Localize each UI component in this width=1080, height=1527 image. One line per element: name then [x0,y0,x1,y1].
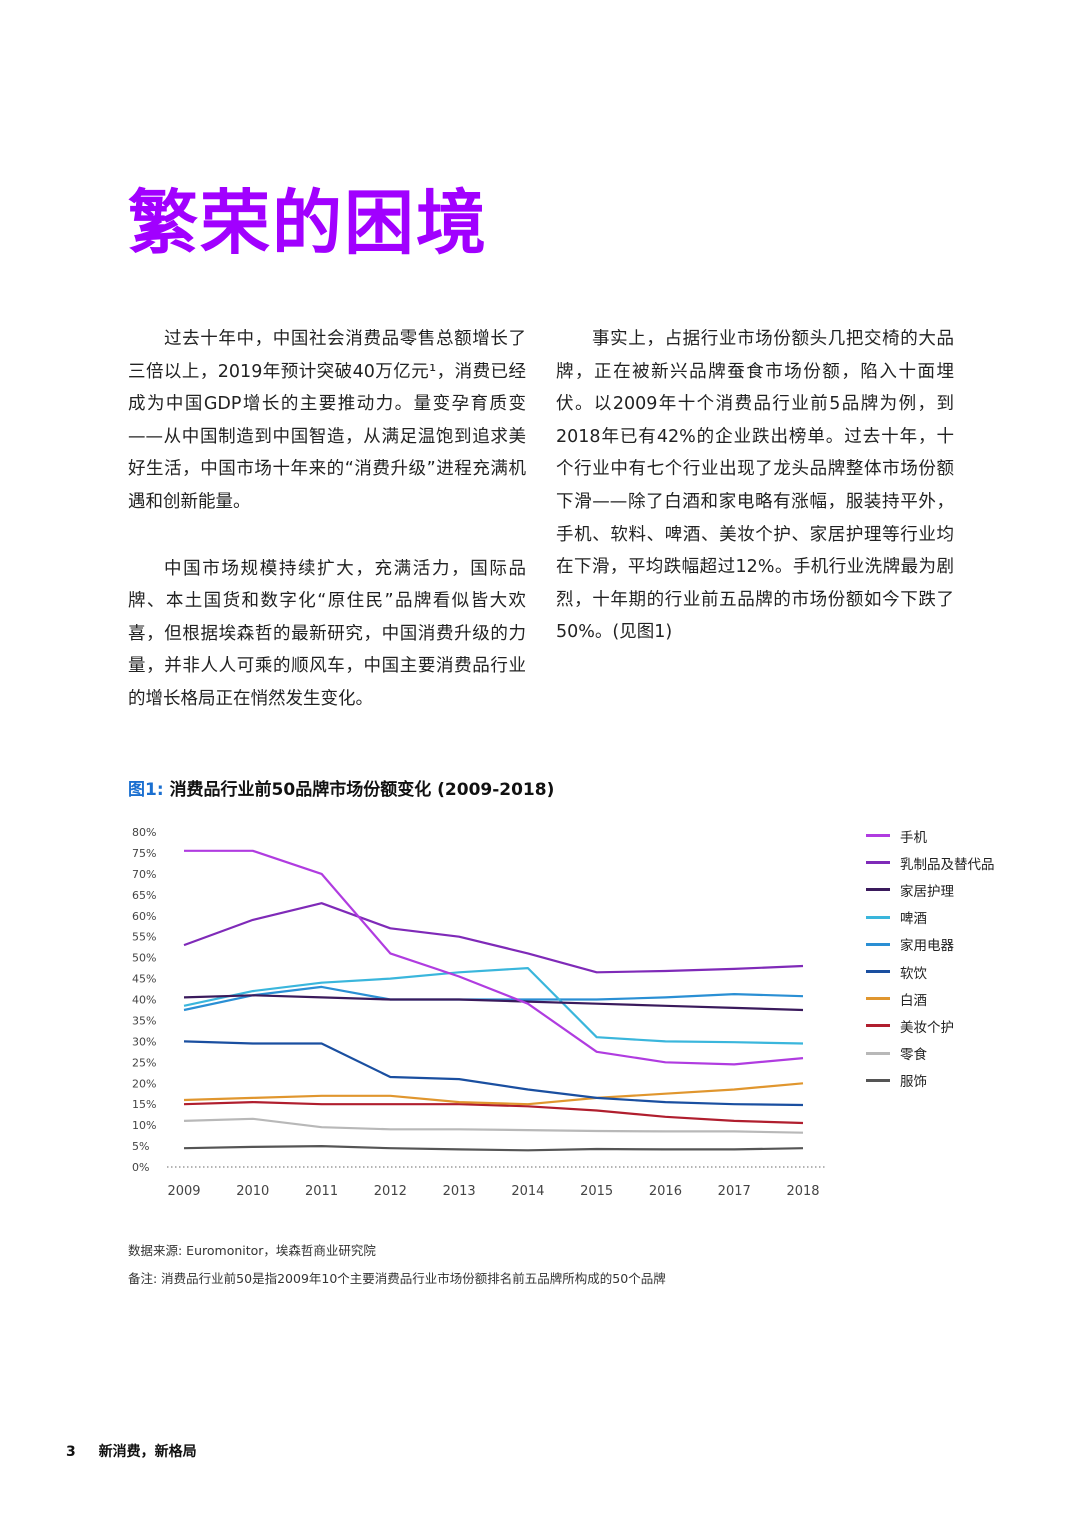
legend-swatch [866,970,890,974]
legend-swatch [866,1078,890,1082]
body-column-left: 过去十年中，中国社会消费品零售总额增长了三倍以上，2019年预计突破40万亿元¹… [128,323,526,750]
y-tick-label: 40% [132,994,156,1007]
page-title: 繁荣的困境 [128,182,488,264]
chart-legend: 手机乳制品及替代品 家居护理啤酒家用电器软饮白酒美妆个护零食服饰 [866,822,995,1094]
legend-label: 啤酒 [900,911,927,928]
legend-label: 服饰 [900,1074,927,1091]
x-tick-label: 2017 [718,1184,751,1199]
x-tick-label: 2010 [236,1184,269,1199]
legend-item: 啤酒 [866,904,995,931]
legend-label: 家居护理 [900,883,954,900]
y-tick-label: 5% [132,1140,149,1153]
legend-label: 零食 [900,1047,927,1064]
legend-item: 乳制品及替代品 [866,849,995,876]
y-tick-label: 35% [132,1014,156,1027]
y-tick-label: 20% [132,1077,156,1090]
legend-label: 家用电器 [900,938,954,955]
legend-label: 乳制品及替代品 [900,856,995,873]
series-line-乳制品及替代品 [183,902,804,974]
y-tick-label: 65% [132,889,156,902]
y-tick-label: 30% [132,1035,156,1048]
y-tick-label: 45% [132,973,156,986]
legend-item: 美妆个护 [866,1012,995,1039]
legend-label: 美妆个护 [900,1019,954,1036]
paragraph: 过去十年中，中国社会消费品零售总额增长了三倍以上，2019年预计突破40万亿元¹… [128,329,526,512]
y-tick-label: 60% [132,910,156,923]
series-line-零食 [183,1117,804,1134]
y-tick-label: 0% [132,1161,149,1174]
figure-caption: 消费品行业前50品牌市场份额变化 (2009-2018) [169,780,555,800]
line-chart: 0% 5% 10% 15% 20% 25% 30% 35% 40% 45% 50% 55% 60% 65%… [132,826,825,1199]
legend-label: 软饮 [900,965,927,982]
x-tick-label: 2016 [649,1184,682,1199]
y-tick-label: 25% [132,1056,156,1069]
source-note: 数据来源: Euromonitor，埃森哲商业研究院 [128,1243,376,1258]
x-tick-label: 2015 [580,1184,613,1199]
y-tick-label: 80% [132,826,156,839]
footer-title: 新消费，新格局 [98,1444,197,1460]
x-tick-label: 2009 [167,1184,200,1199]
y-tick-label: 55% [132,931,156,944]
y-tick-label: 75% [132,847,156,860]
legend-label: 白酒 [900,992,927,1009]
series-line-软饮 [183,1040,804,1107]
x-tick-label: 2012 [374,1184,407,1199]
legend-item: 家用电器 [866,931,995,958]
page-number: 3 [66,1444,76,1460]
legend-item: 软饮 [866,958,995,985]
legend-swatch [866,861,890,865]
x-tick-label: 2013 [443,1184,476,1199]
figure-label: 图1: [128,780,164,800]
legend-item: 服饰 [866,1067,995,1094]
legend-swatch [866,915,890,919]
figure-title: 图1: 消费品行业前50品牌市场份额变化 (2009-2018) [128,775,554,800]
legend-swatch [866,834,890,838]
y-tick-label: 70% [132,868,156,881]
series-line-美妆个护 [183,1101,804,1125]
legend-item: 白酒 [866,985,995,1012]
paragraph: 事实上，占据行业市场份额头几把交椅的大品牌，正在被新兴品牌蚕食市场份额，陷入十面… [556,329,954,643]
legend-item: 零食 [866,1040,995,1067]
x-tick-label: 2011 [305,1184,338,1199]
legend-swatch [866,888,890,892]
series-line-家居护理 [183,994,804,1012]
legend-swatch [866,1051,890,1055]
legend-swatch [866,1024,890,1028]
series-line-白酒 [183,1082,804,1106]
series-line-啤酒 [183,967,804,1045]
x-tick-label: 2014 [511,1184,544,1199]
y-tick-label: 50% [132,952,156,965]
remark-note: 备注: 消费品行业前50是指2009年10个主要消费品行业市场份额排名前五品牌所… [128,1271,666,1286]
series-line-手机 [184,849,804,1066]
y-tick-label: 15% [132,1098,156,1111]
page-footer: 3 新消费，新格局 [66,1441,197,1461]
legend-swatch [866,997,890,1001]
paragraph: 中国市场规模持续扩大，充满活力，国际品牌、本土国货和数字化“原住民”品牌看似皆大… [128,558,526,709]
legend-swatch [866,942,890,946]
legend-item: 手机 [866,822,995,849]
series-line-服饰 [183,1145,804,1152]
y-tick-label: 10% [132,1119,156,1132]
legend-item: 家居护理 [866,876,995,903]
x-tick-label: 2018 [786,1184,819,1199]
body-column-right: 事实上，占据行业市场份额头几把交椅的大品牌，正在被新兴品牌蚕食市场份额，陷入十面… [556,323,954,683]
legend-label: 手机 [900,829,927,846]
